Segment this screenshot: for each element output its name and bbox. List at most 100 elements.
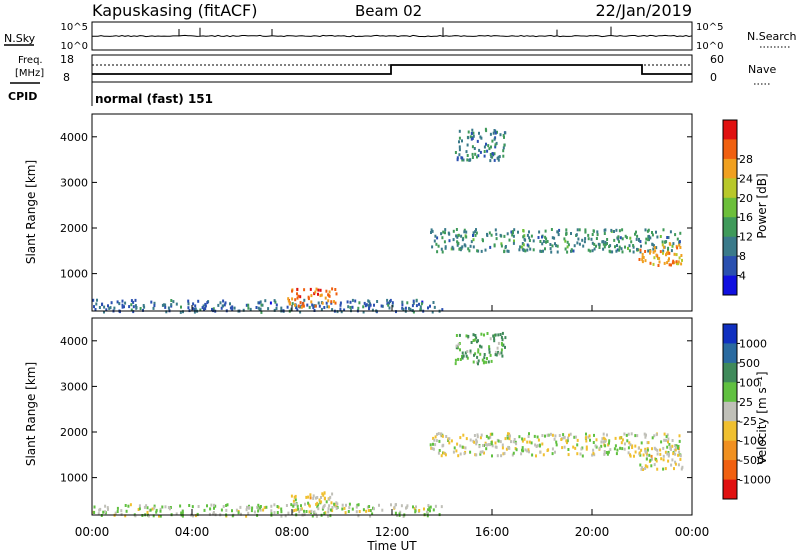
range-cell [473, 440, 476, 444]
range-cell [465, 334, 468, 338]
range-cell [660, 440, 663, 444]
range-cell [526, 243, 529, 247]
range-cell [307, 295, 310, 299]
range-cell [291, 302, 294, 306]
range-cell [474, 233, 477, 237]
range-cell [574, 435, 577, 439]
range-cell [665, 253, 667, 257]
range-cell [296, 296, 299, 300]
range-cell [644, 241, 647, 245]
range-cell [415, 304, 418, 308]
range-cell [603, 450, 606, 453]
range-cell [500, 244, 503, 248]
range-cell [494, 131, 497, 135]
range-cell [625, 433, 628, 437]
range-cell [566, 240, 569, 244]
range-cell [484, 127, 487, 131]
range-cell [94, 308, 97, 311]
range-cell [187, 299, 190, 303]
range-cell [485, 434, 488, 438]
range-cell [354, 299, 357, 303]
range-cell [204, 304, 207, 308]
range-cell [357, 503, 360, 507]
range-cell [486, 332, 489, 335]
range-cell [591, 233, 594, 236]
range-cell [256, 505, 259, 509]
range-cell [213, 506, 215, 510]
range-cell [454, 151, 457, 154]
range-cell [662, 454, 665, 458]
range-cell [611, 250, 614, 254]
range-cell [523, 437, 526, 441]
range-cell [457, 357, 460, 361]
range-cell [438, 439, 441, 443]
cpid-label: CPID [8, 90, 37, 103]
range-cell [666, 452, 669, 456]
range-cell [669, 445, 672, 449]
range-cell [540, 250, 543, 253]
range-cell [510, 230, 513, 234]
range-cell [315, 502, 318, 506]
range-cell [463, 230, 466, 234]
scatter-region-3 [454, 127, 507, 163]
range-cell [646, 465, 649, 469]
range-cell [222, 505, 225, 508]
range-cell [444, 245, 447, 249]
range-cell [546, 240, 549, 243]
range-cell [247, 306, 250, 310]
range-cell [452, 450, 455, 454]
range-cell [672, 452, 675, 456]
range-cell [330, 300, 333, 304]
range-cell [506, 232, 509, 236]
range-cell [477, 350, 480, 354]
range-cell [490, 233, 493, 237]
range-cell [491, 432, 494, 436]
range-cell [194, 304, 197, 308]
range-cell [512, 241, 515, 245]
range-cell [550, 250, 553, 254]
range-cell [438, 449, 441, 452]
range-cell [107, 304, 109, 308]
range-cell [257, 503, 260, 507]
range-cell [309, 496, 312, 500]
range-cell [567, 243, 570, 247]
range-cell [645, 450, 647, 454]
scatter-region-0 [92, 502, 443, 518]
range-cell [589, 438, 591, 442]
range-cell [287, 511, 290, 515]
range-cell [339, 307, 342, 311]
range-cell [273, 299, 276, 303]
range-cell [365, 509, 368, 513]
range-cell [477, 154, 480, 158]
range-cell [442, 230, 445, 234]
range-cell [296, 504, 299, 508]
range-cell [356, 503, 359, 507]
range-cell [155, 508, 158, 512]
range-cell [541, 442, 544, 446]
range-cell [348, 506, 351, 510]
range-cell [274, 300, 277, 304]
range-cell [479, 352, 482, 356]
range-cell [287, 299, 290, 303]
range-cell [628, 249, 631, 253]
range-cell [679, 454, 682, 458]
range-cell [608, 441, 610, 445]
cpid-text: normal (fast) 151 [95, 92, 213, 106]
range-cell [376, 300, 379, 303]
range-cell [673, 252, 676, 256]
range-cell [345, 503, 347, 507]
range-cell [592, 441, 595, 444]
range-cell [429, 443, 432, 447]
range-cell [161, 303, 164, 307]
range-cell [212, 512, 215, 516]
y-tick-label: 3000 [60, 380, 88, 393]
range-cell [465, 354, 468, 358]
colorbar-tick-label: 28 [739, 153, 753, 166]
range-cell [614, 245, 616, 249]
range-cell [273, 503, 276, 507]
range-cell [680, 467, 683, 471]
range-cell [103, 305, 106, 309]
range-cell [201, 306, 204, 310]
range-cell [307, 501, 310, 505]
range-cell [662, 446, 665, 450]
